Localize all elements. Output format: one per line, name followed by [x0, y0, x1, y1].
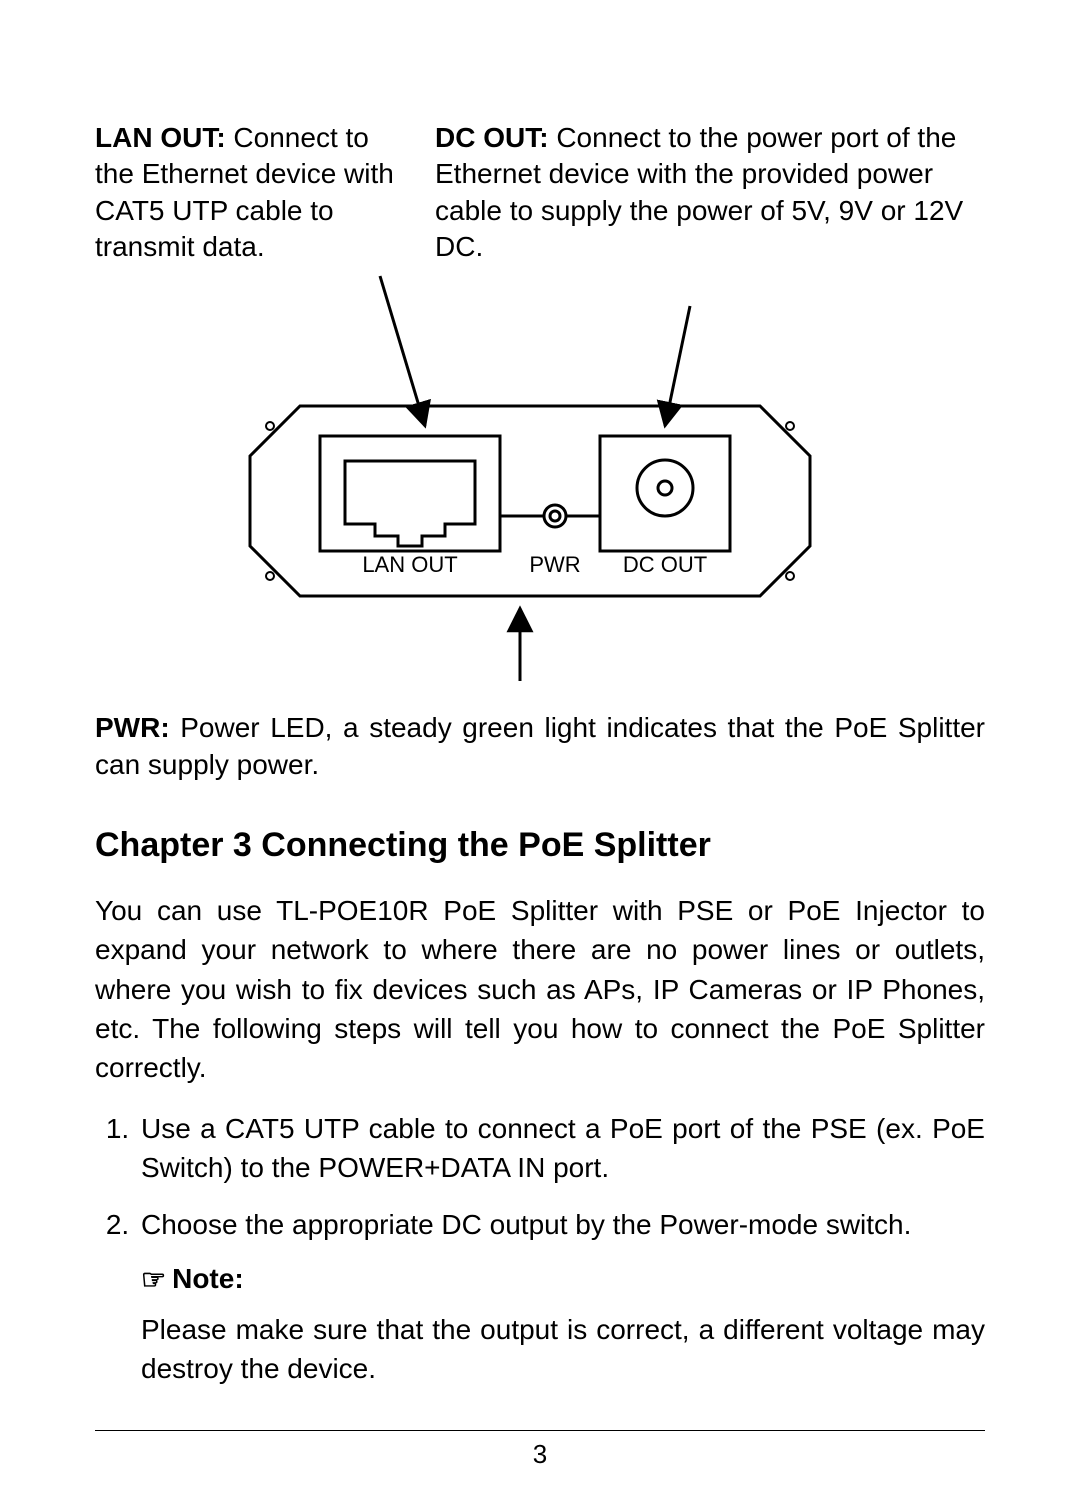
steps-list: Use a CAT5 UTP cable to connect a PoE po… — [95, 1109, 985, 1245]
note-block: ☞Note: Please make sure that the output … — [95, 1263, 985, 1388]
chapter-heading: Chapter 3 Connecting the PoE Splitter — [95, 826, 985, 865]
callout-dc-out-label: DC OUT: — [435, 122, 549, 153]
note-body: Please make sure that the output is corr… — [141, 1310, 985, 1388]
footer-rule — [95, 1430, 985, 1431]
callout-pwr: PWR: Power LED, a steady green light ind… — [95, 709, 985, 785]
page: LAN OUT: Connect to the Ethernet device … — [0, 0, 1080, 1510]
top-callouts: LAN OUT: Connect to the Ethernet device … — [95, 120, 985, 266]
callout-dc-out: DC OUT: Connect to the power port of the… — [435, 120, 985, 266]
hand-point-icon: ☞ — [141, 1263, 166, 1296]
callout-lan-out: LAN OUT: Connect to the Ethernet device … — [95, 120, 395, 266]
note-head-text: Note: — [172, 1263, 244, 1295]
device-diagram: LAN OUT PWR DC OUT — [200, 266, 880, 691]
step-item: Choose the appropriate DC output by the … — [137, 1205, 985, 1244]
note-heading: ☞Note: — [141, 1263, 985, 1296]
page-number: 3 — [95, 1439, 985, 1470]
callout-pwr-label: PWR: — [95, 712, 170, 743]
callout-lan-out-label: LAN OUT: — [95, 122, 226, 153]
diagram-label-dc-out: DC OUT — [623, 552, 707, 577]
diagram-label-lan-out: LAN OUT — [362, 552, 457, 577]
intro-paragraph: You can use TL-POE10R PoE Splitter with … — [95, 891, 985, 1087]
diagram-label-pwr: PWR — [529, 552, 580, 577]
step-item: Use a CAT5 UTP cable to connect a PoE po… — [137, 1109, 985, 1187]
callout-pwr-text: Power LED, a steady green light indicate… — [95, 712, 985, 781]
